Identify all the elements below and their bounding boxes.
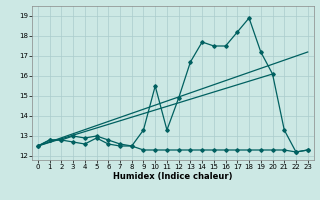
X-axis label: Humidex (Indice chaleur): Humidex (Indice chaleur) [113, 172, 233, 181]
